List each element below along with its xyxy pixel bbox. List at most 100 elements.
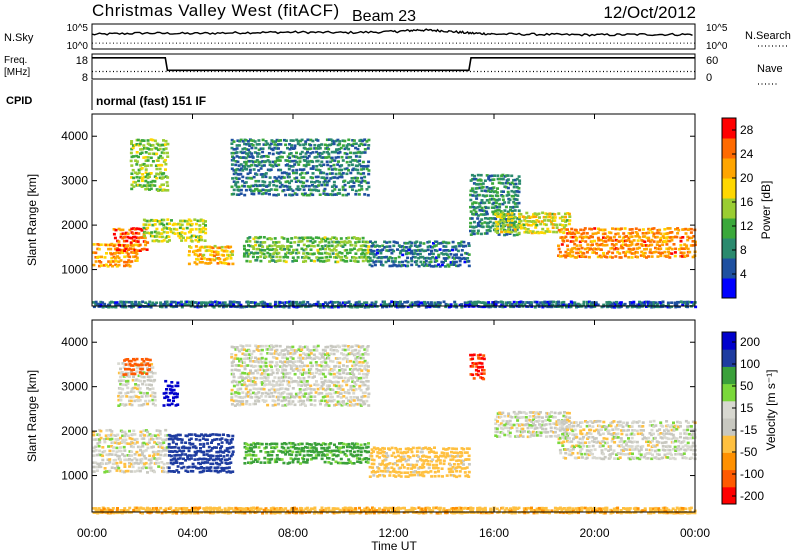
power-cell [293,241,297,244]
power-cell [252,301,256,304]
velocity-cell [103,437,106,441]
power-cell [575,244,579,247]
velocity-cell [173,449,177,453]
power-cell [358,155,362,158]
power-colorbar-tick-label: 12 [740,219,754,233]
power-cell [351,188,354,191]
power-cell [347,147,351,151]
velocity-cell [297,383,301,387]
velocity-cell [229,446,233,450]
power-cell [146,231,150,235]
velocity-cell [215,446,218,449]
power-cell [584,255,588,259]
velocity-cell [128,403,132,406]
y-tick-label: 2000 [61,218,88,232]
power-cell [523,230,527,234]
power-cell [354,303,358,306]
power-cell [97,243,101,247]
power-cell [283,248,287,251]
velocity-cell [166,462,170,465]
power-cell [130,305,134,309]
velocity-cell [277,395,280,399]
velocity-cell [298,396,302,399]
power-cell [229,254,233,257]
power-cell [275,156,279,160]
velocity-cell [239,387,243,391]
power-cell [331,252,335,255]
power-cell [278,181,282,185]
velocity-cell [353,381,357,384]
power-cell [582,303,586,306]
power-cell [264,160,268,163]
velocity-cell [323,395,327,398]
power-cell [580,246,584,250]
velocity-cell [361,383,365,387]
velocity-cell [347,372,351,375]
velocity-cell [309,398,313,402]
power-cell [279,143,283,146]
velocity-cell [225,441,229,444]
power-cell [92,263,96,267]
power-cell [112,301,116,304]
power-cell [255,187,259,191]
power-cell [445,253,449,257]
velocity-cell [361,356,365,360]
power-cell [360,305,364,308]
power-cell [625,244,629,247]
power-cell [435,249,439,253]
power-cell [345,167,349,170]
power-cell [302,256,306,260]
power-cell [135,172,139,176]
velocity-cell [148,463,152,466]
velocity-cell [101,446,105,449]
velocity-cell [286,392,290,396]
power-cell [351,144,355,147]
power-cell [683,247,686,250]
power-cell [130,187,134,191]
velocity-cell [329,388,333,391]
power-cell [434,244,438,247]
power-cell [318,306,322,309]
power-cell [567,232,571,235]
power-cell [645,236,649,240]
power-cell [119,248,123,252]
power-cell [309,236,313,239]
velocity-cell [347,345,351,348]
power-cell [496,301,500,304]
velocity-cell [262,387,266,391]
velocity-cell [297,376,301,379]
power-cell [497,208,501,212]
velocity-cell [148,358,152,362]
power-cell [257,160,261,164]
velocity-cell [360,364,364,368]
velocity-cell [340,400,344,404]
power-cell [639,254,643,257]
power-cell [614,303,618,306]
velocity-cell [142,454,146,458]
velocity-cell [339,388,343,392]
power-cell [242,244,246,248]
power-cell [262,184,266,187]
power-cell [133,248,137,252]
power-cell [327,152,331,155]
velocity-cell [354,388,358,391]
power-cell [158,220,162,223]
power-cell [381,248,385,251]
power-cell [121,251,125,254]
power-cell [679,244,683,247]
power-cell [562,226,566,230]
power-cell [366,255,370,259]
power-cell [327,155,331,158]
power-cell [650,255,654,258]
velocity-cell [285,403,289,406]
velocity-cell [245,376,248,380]
power-cell [555,230,559,234]
power-cell [469,193,473,197]
power-cell [541,227,545,231]
power-cell [386,303,390,306]
power-cell [348,240,352,244]
power-cell [263,180,267,184]
velocity-cell [332,398,336,402]
velocity-cell [318,364,322,367]
velocity-cell [145,391,149,395]
